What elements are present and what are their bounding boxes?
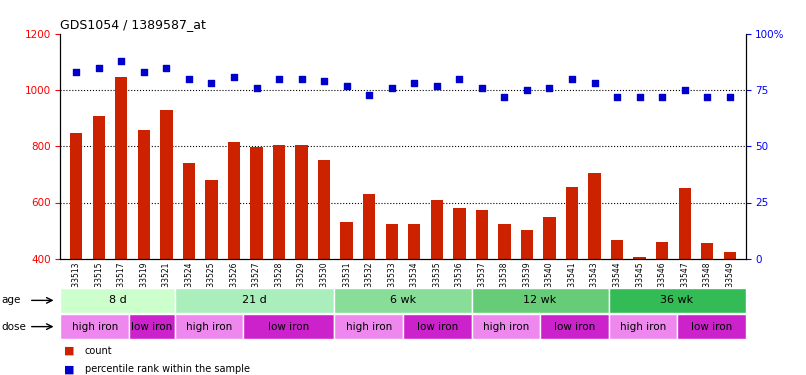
Point	[700, 94, 713, 100]
Bar	[566, 187, 578, 259]
Bar	[60, 288, 175, 313]
Point	[679, 87, 692, 93]
Text: low iron: low iron	[691, 322, 732, 332]
Point	[656, 94, 669, 100]
Bar	[206, 180, 218, 259]
Point	[137, 69, 150, 75]
Text: low iron: low iron	[268, 322, 310, 332]
Bar	[228, 142, 240, 259]
Text: 21 d: 21 d	[242, 296, 267, 305]
Text: low iron: low iron	[554, 322, 595, 332]
Bar	[453, 208, 466, 259]
Bar	[175, 288, 334, 313]
Point	[588, 80, 601, 86]
Text: high iron: high iron	[620, 322, 666, 332]
Text: low iron: low iron	[417, 322, 458, 332]
Point	[340, 82, 353, 88]
Point	[566, 76, 579, 82]
Bar	[295, 145, 308, 259]
Text: count: count	[85, 346, 112, 355]
Point	[498, 94, 511, 100]
Bar	[334, 288, 472, 313]
Bar	[724, 252, 736, 259]
Bar	[70, 133, 82, 259]
Point	[272, 76, 285, 82]
Point	[476, 85, 488, 91]
Point	[543, 85, 556, 91]
Point	[408, 80, 421, 86]
Text: high iron: high iron	[72, 322, 118, 332]
Point	[723, 94, 736, 100]
Point	[114, 58, 127, 64]
Point	[160, 64, 172, 70]
Point	[318, 78, 330, 84]
Bar	[273, 145, 285, 259]
Text: age: age	[2, 296, 21, 305]
Point	[430, 82, 443, 88]
Point	[182, 76, 195, 82]
Text: high iron: high iron	[185, 322, 232, 332]
Bar	[403, 314, 472, 339]
Bar	[93, 116, 105, 259]
Bar	[677, 314, 746, 339]
Bar	[408, 224, 421, 259]
Point	[611, 94, 624, 100]
Text: low iron: low iron	[131, 322, 172, 332]
Text: ■: ■	[64, 364, 75, 374]
Bar	[60, 314, 129, 339]
Bar	[318, 160, 330, 259]
Text: GDS1054 / 1389587_at: GDS1054 / 1389587_at	[60, 18, 206, 31]
Bar	[498, 224, 511, 259]
Bar	[634, 256, 646, 259]
Bar	[385, 224, 398, 259]
Bar	[611, 240, 623, 259]
Point	[205, 80, 218, 86]
Bar	[543, 217, 555, 259]
Bar	[609, 288, 746, 313]
Text: percentile rank within the sample: percentile rank within the sample	[85, 364, 250, 374]
Bar	[334, 314, 403, 339]
Bar	[540, 314, 609, 339]
Text: 8 d: 8 d	[109, 296, 127, 305]
Point	[70, 69, 83, 75]
Bar	[472, 288, 609, 313]
Bar	[472, 314, 540, 339]
Text: 6 wk: 6 wk	[390, 296, 416, 305]
Point	[521, 87, 534, 93]
Point	[250, 85, 263, 91]
Point	[634, 94, 646, 100]
Bar	[701, 243, 713, 259]
Bar	[521, 230, 533, 259]
Point	[295, 76, 308, 82]
Point	[93, 64, 106, 70]
Text: dose: dose	[2, 322, 27, 332]
Bar	[430, 200, 443, 259]
Point	[385, 85, 398, 91]
Text: 36 wk: 36 wk	[660, 296, 694, 305]
Text: 12 wk: 12 wk	[523, 296, 557, 305]
Bar	[588, 173, 600, 259]
Bar	[138, 130, 150, 259]
Bar	[183, 163, 195, 259]
Bar	[175, 314, 243, 339]
Bar	[609, 314, 677, 339]
Point	[453, 76, 466, 82]
Bar	[160, 110, 172, 259]
Text: high iron: high iron	[483, 322, 529, 332]
Point	[227, 74, 240, 80]
Bar	[251, 147, 263, 259]
Bar	[656, 243, 668, 259]
Text: high iron: high iron	[346, 322, 392, 332]
Bar	[243, 314, 334, 339]
Bar	[340, 222, 353, 259]
Bar	[129, 314, 175, 339]
Point	[363, 92, 376, 98]
Bar	[679, 188, 691, 259]
Bar	[115, 77, 127, 259]
Text: ■: ■	[64, 346, 75, 355]
Bar	[476, 210, 488, 259]
Bar	[363, 194, 376, 259]
